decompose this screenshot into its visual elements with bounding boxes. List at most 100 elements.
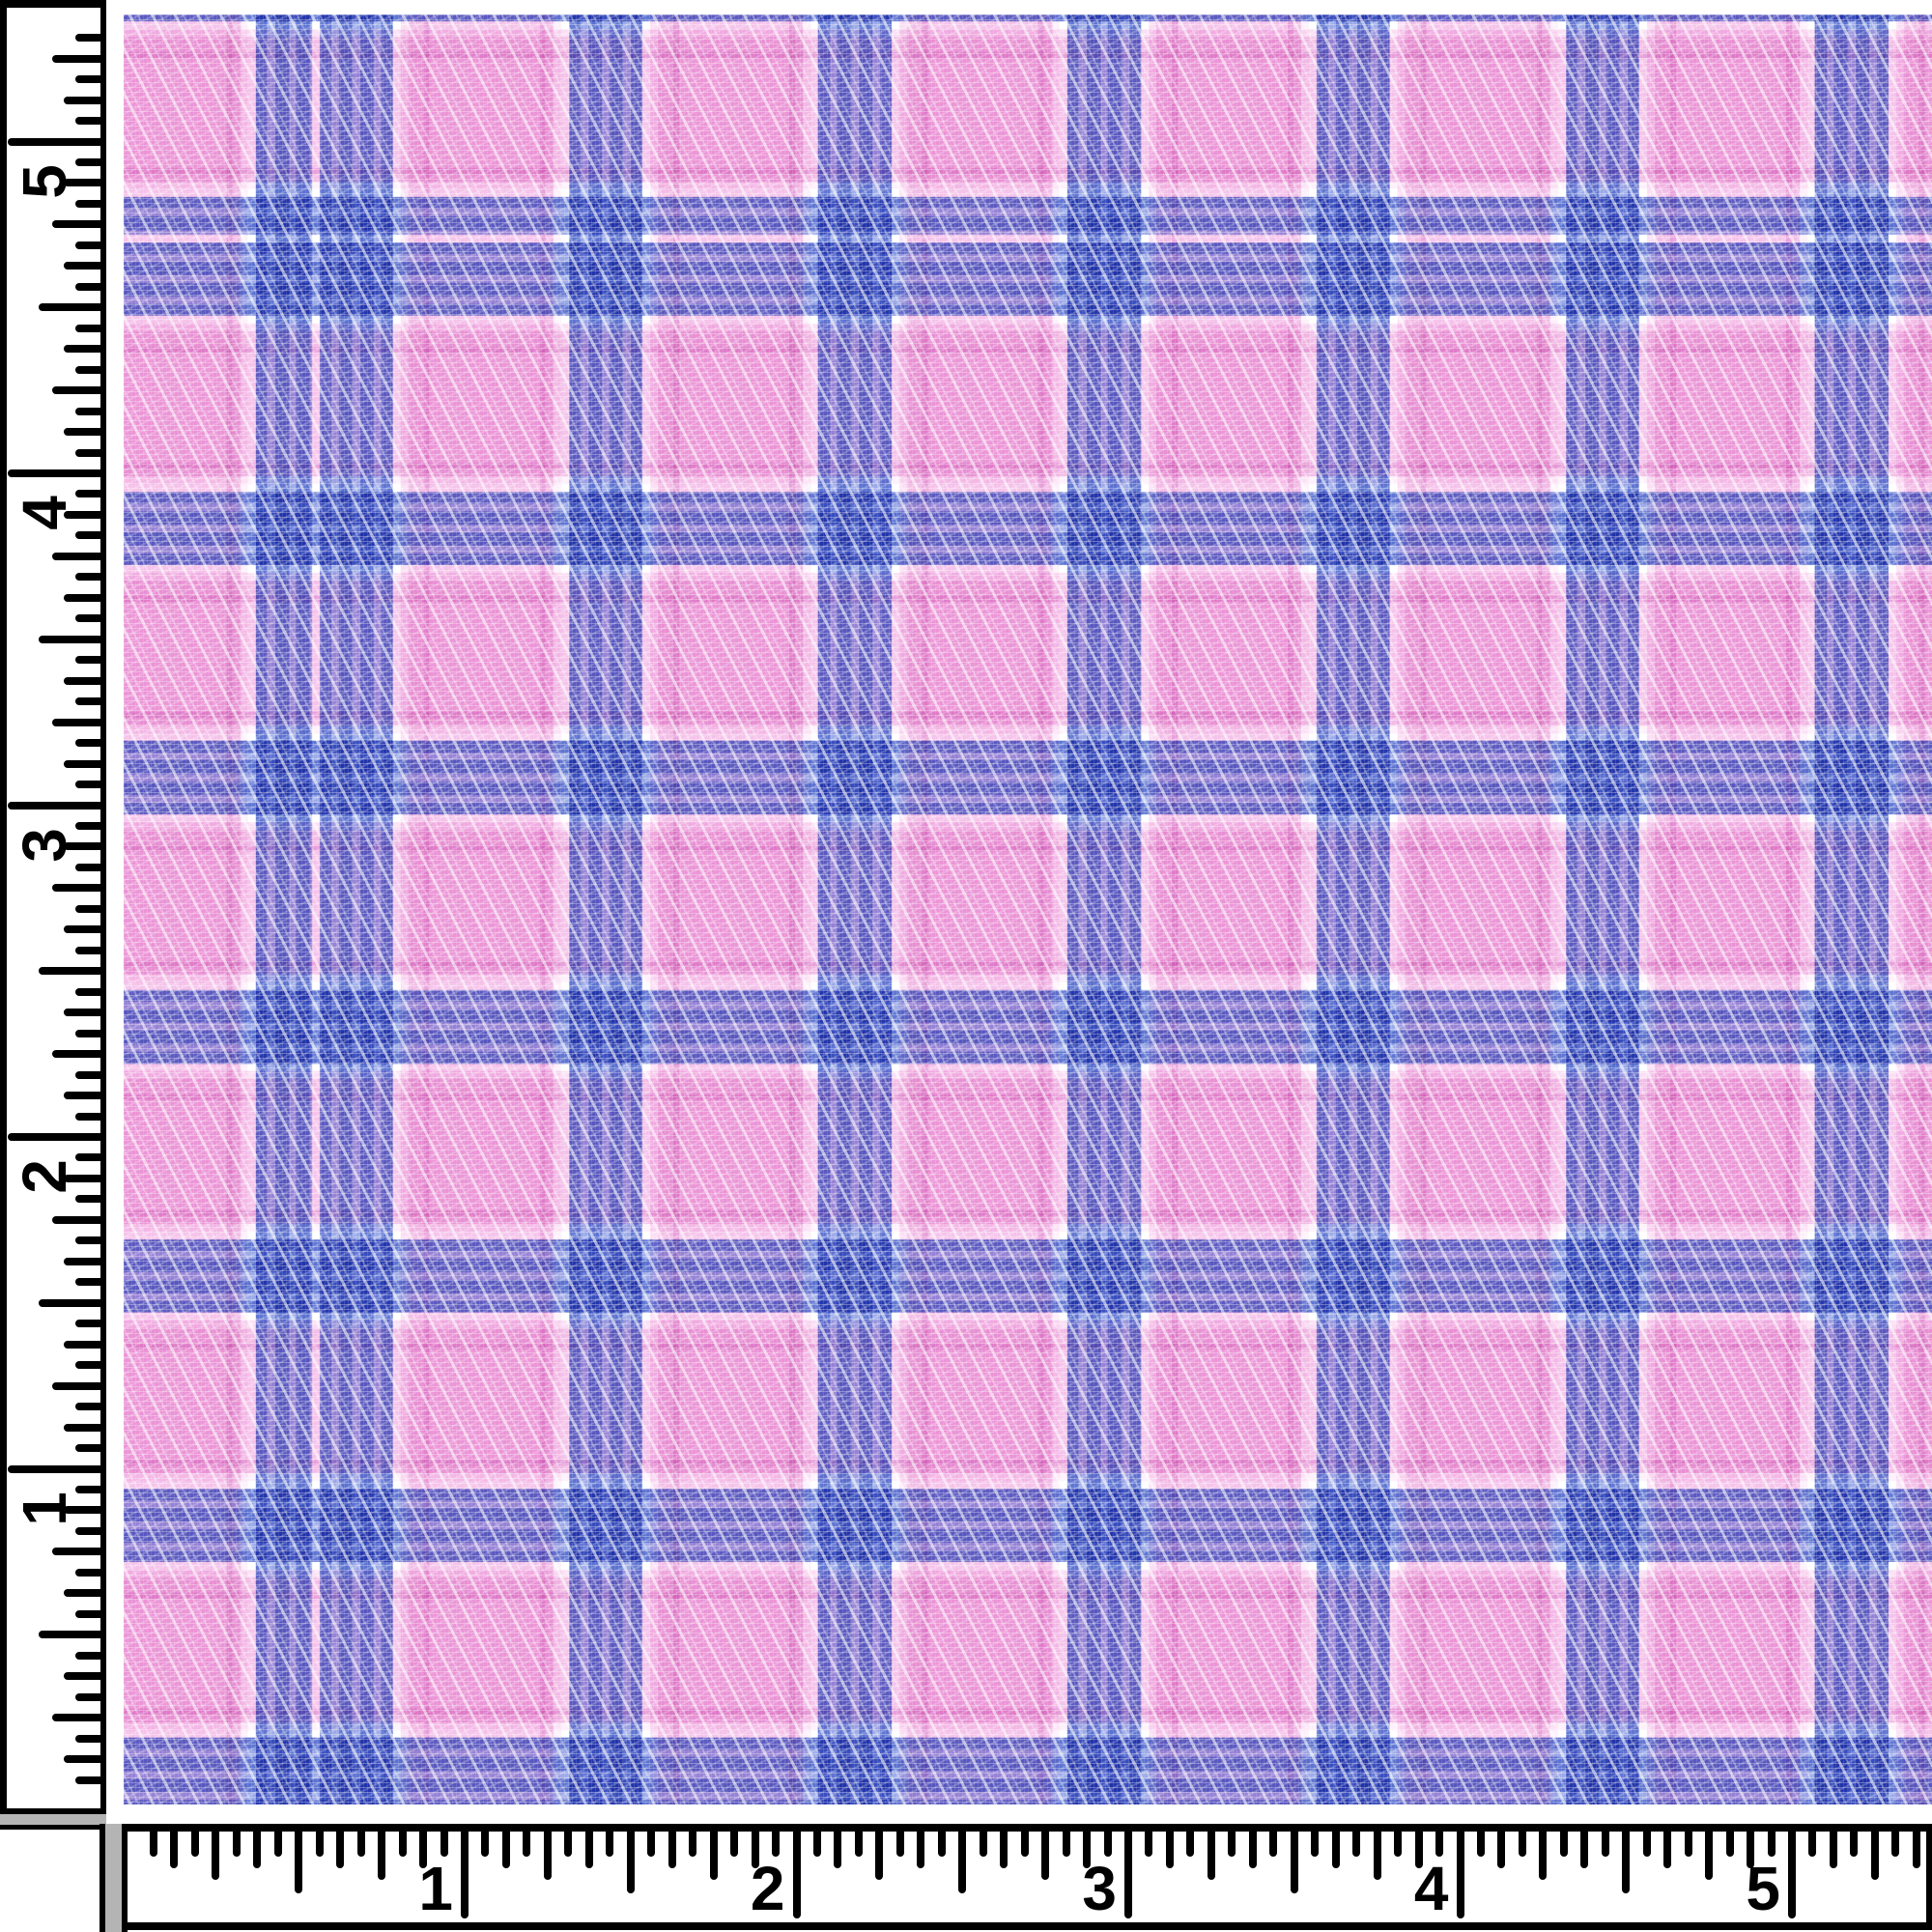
ruler-tick bbox=[75, 324, 100, 332]
ruler-tick bbox=[917, 1832, 925, 1868]
ruler-tick bbox=[75, 1526, 100, 1535]
ruler-tick bbox=[64, 842, 100, 851]
ruler-tick bbox=[854, 1832, 863, 1857]
ruler-tick bbox=[75, 1236, 100, 1245]
ruler-tick bbox=[584, 1832, 593, 1868]
ruler-tick bbox=[1476, 1832, 1485, 1857]
ruler-tick bbox=[75, 531, 100, 540]
ruler-tick bbox=[1747, 1832, 1755, 1868]
ruler-tick bbox=[1373, 1832, 1381, 1880]
ruler-tick bbox=[1165, 1832, 1174, 1868]
ruler-tick bbox=[75, 656, 100, 665]
ruler-tick bbox=[64, 510, 100, 519]
ruler-horizontal-inches: 1 2 3 4 5 bbox=[128, 1824, 1932, 1930]
ruler-tick bbox=[419, 1832, 428, 1868]
ruler-tick bbox=[647, 1832, 656, 1857]
ruler-tick bbox=[1518, 1832, 1526, 1857]
ruler-tick bbox=[75, 1609, 100, 1618]
ruler-tick bbox=[295, 1832, 303, 1893]
fabric-weave-texture bbox=[124, 14, 1932, 1804]
ruler-tick bbox=[1642, 1832, 1651, 1857]
ruler-tick bbox=[1435, 1832, 1444, 1857]
ruler-tick bbox=[64, 1506, 100, 1515]
ruler-tick bbox=[1850, 1832, 1859, 1857]
ruler-tick bbox=[75, 448, 100, 457]
ruler-tick bbox=[1000, 1832, 1009, 1868]
ruler-tick bbox=[75, 697, 100, 706]
ruler-tick bbox=[52, 1215, 100, 1224]
ruler-tick bbox=[75, 573, 100, 582]
ruler-tick bbox=[1352, 1832, 1361, 1857]
ruler-tick bbox=[626, 1832, 635, 1893]
ruler-tick bbox=[895, 1832, 904, 1857]
ruler-tick bbox=[64, 262, 100, 270]
ruler-tick bbox=[75, 365, 100, 374]
fabric-swatch bbox=[124, 14, 1932, 1804]
ruler-tick bbox=[64, 1423, 100, 1432]
ruler-tick bbox=[1767, 1832, 1776, 1857]
ruler-tick bbox=[8, 1464, 100, 1473]
ruler-tick bbox=[606, 1832, 614, 1857]
ruler-tick bbox=[1725, 1832, 1734, 1857]
ruler-tick bbox=[1207, 1832, 1215, 1880]
ruler-tick bbox=[75, 1651, 100, 1660]
ruler-tick bbox=[212, 1832, 220, 1880]
ruler-tick bbox=[64, 1589, 100, 1598]
ruler-inch-label: 4 bbox=[10, 496, 79, 530]
ruler-tick bbox=[709, 1832, 718, 1880]
ruler-tick bbox=[75, 157, 100, 166]
ruler-tick bbox=[689, 1832, 697, 1857]
ruler-inch-label: 2 bbox=[10, 1159, 79, 1194]
ruler-tick bbox=[52, 718, 100, 726]
ruler-tick bbox=[792, 1832, 801, 1918]
ruler-corner-vertical-cap bbox=[99, 1824, 128, 1932]
ruler-tick bbox=[75, 1568, 100, 1577]
ruler-tick bbox=[461, 1832, 469, 1918]
ruler-tick bbox=[39, 1631, 100, 1639]
ruler-tick bbox=[75, 1361, 100, 1370]
ruler-tick bbox=[273, 1832, 282, 1857]
ruler-tick bbox=[190, 1832, 199, 1857]
ruler-tick bbox=[75, 946, 100, 954]
ruler-tick bbox=[253, 1832, 262, 1868]
ruler-tick bbox=[1559, 1832, 1568, 1857]
ruler-tick bbox=[39, 1298, 100, 1307]
ruler-tick bbox=[64, 179, 100, 187]
ruler-tick bbox=[1870, 1832, 1879, 1880]
ruler-tick bbox=[64, 1092, 100, 1100]
ruler-tick bbox=[875, 1832, 884, 1880]
ruler-tick bbox=[52, 220, 100, 229]
ruler-tick bbox=[64, 759, 100, 768]
ruler-tick bbox=[75, 739, 100, 748]
ruler-tick bbox=[958, 1832, 967, 1893]
ruler-tick bbox=[75, 1692, 100, 1701]
ruler-tick bbox=[75, 199, 100, 208]
ruler-tick bbox=[39, 967, 100, 976]
ruler-tick bbox=[315, 1832, 324, 1857]
ruler-tick bbox=[1705, 1832, 1714, 1880]
ruler-inch-label: 5 bbox=[10, 163, 79, 199]
ruler-tick bbox=[523, 1832, 531, 1857]
ruler-tick bbox=[751, 1832, 759, 1868]
ruler-tick bbox=[1269, 1832, 1278, 1857]
ruler-tick bbox=[1186, 1832, 1195, 1857]
ruler-tick bbox=[75, 1734, 100, 1743]
ruler-tick bbox=[75, 1444, 100, 1453]
ruler-tick bbox=[75, 117, 100, 126]
ruler-inch-label: 2 bbox=[750, 1854, 785, 1923]
ruler-tick bbox=[356, 1832, 365, 1857]
ruler-tick bbox=[336, 1832, 345, 1868]
ruler-tick bbox=[1103, 1832, 1112, 1857]
ruler-tick bbox=[64, 676, 100, 685]
ruler-tick bbox=[75, 1153, 100, 1162]
ruler-tick bbox=[1124, 1832, 1132, 1918]
ruler-inch-label: 3 bbox=[10, 827, 79, 863]
ruler-tick bbox=[834, 1832, 842, 1868]
ruler-tick bbox=[75, 1195, 100, 1204]
fabric-thread-texture bbox=[124, 14, 1932, 1804]
ruler-tick bbox=[75, 614, 100, 623]
ruler-tick bbox=[64, 1257, 100, 1265]
ruler-tick bbox=[39, 635, 100, 643]
ruler-tick bbox=[75, 1029, 100, 1037]
